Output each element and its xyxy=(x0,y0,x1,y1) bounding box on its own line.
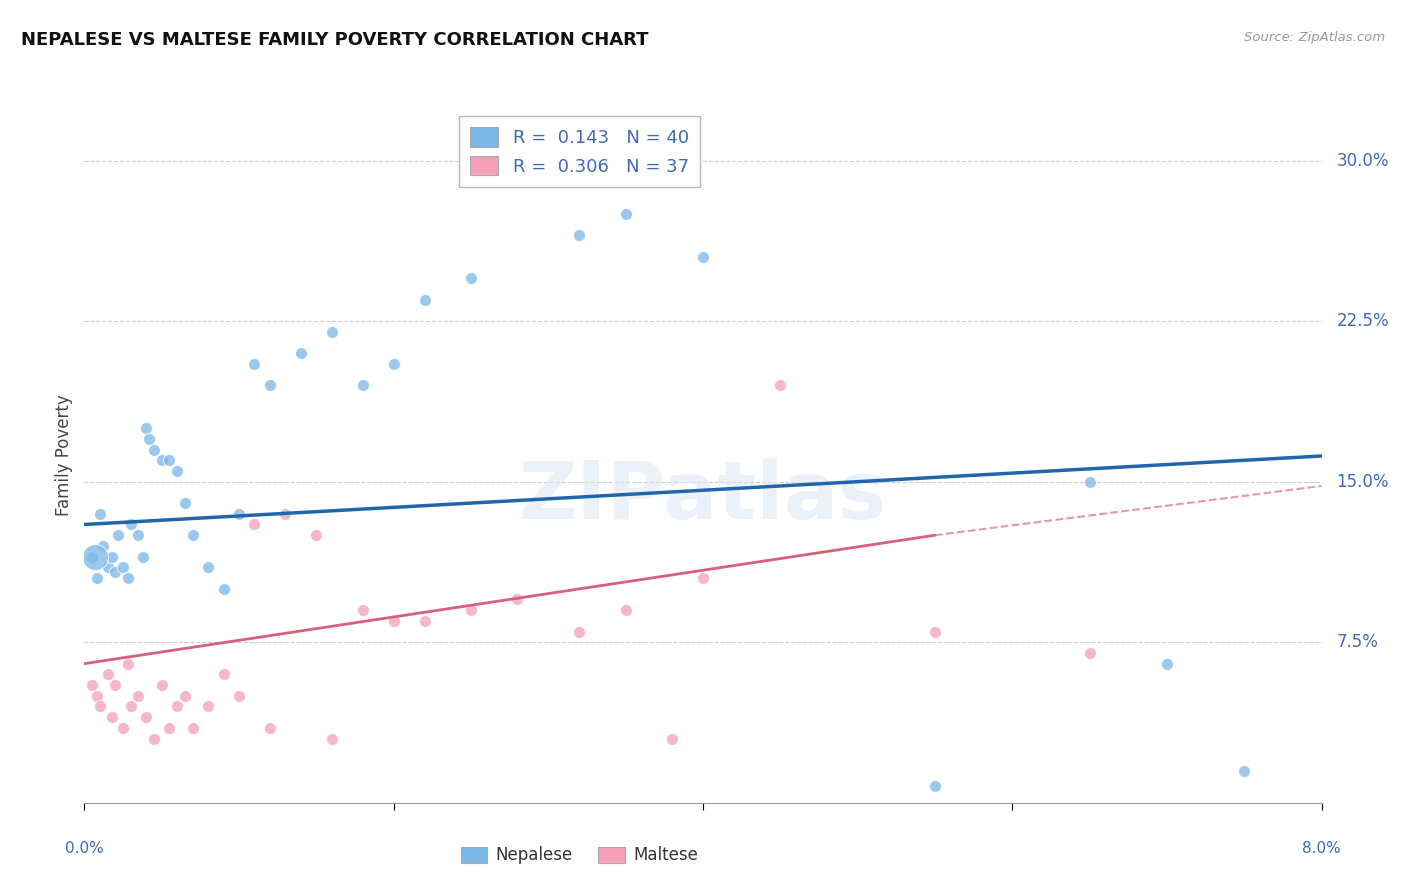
Point xyxy=(135,710,157,724)
Text: NEPALESE VS MALTESE FAMILY POVERTY CORRELATION CHART: NEPALESE VS MALTESE FAMILY POVERTY CORRE… xyxy=(21,31,648,49)
Point xyxy=(321,325,343,339)
Point xyxy=(89,507,111,521)
Point xyxy=(107,528,129,542)
Point xyxy=(352,378,374,392)
Point xyxy=(135,421,157,435)
Point xyxy=(692,250,714,264)
Point xyxy=(413,293,436,307)
Point xyxy=(174,496,197,510)
Point xyxy=(159,721,180,735)
Point xyxy=(143,731,166,746)
Point xyxy=(460,271,482,285)
Point xyxy=(661,731,683,746)
Point xyxy=(1233,764,1256,778)
Point xyxy=(382,357,405,371)
Y-axis label: Family Poverty: Family Poverty xyxy=(55,394,73,516)
Point xyxy=(138,432,160,446)
Point xyxy=(568,228,591,243)
Point xyxy=(127,528,149,542)
Point xyxy=(181,721,204,735)
Point xyxy=(166,699,188,714)
Point xyxy=(120,699,142,714)
Point xyxy=(1078,646,1101,660)
Point xyxy=(212,582,235,596)
Point xyxy=(243,357,266,371)
Point xyxy=(321,731,343,746)
Point xyxy=(924,624,946,639)
Text: 15.0%: 15.0% xyxy=(1337,473,1389,491)
Point xyxy=(120,517,142,532)
Point xyxy=(228,689,250,703)
Point xyxy=(150,678,173,692)
Text: 8.0%: 8.0% xyxy=(1302,841,1341,856)
Text: ZIPatlas: ZIPatlas xyxy=(519,458,887,536)
Point xyxy=(614,603,637,617)
Point xyxy=(413,614,436,628)
Point xyxy=(259,378,281,392)
Text: Source: ZipAtlas.com: Source: ZipAtlas.com xyxy=(1244,31,1385,45)
Point xyxy=(96,667,118,681)
Legend: Nepalese, Maltese: Nepalese, Maltese xyxy=(454,839,704,871)
Point xyxy=(352,603,374,617)
Point xyxy=(568,624,591,639)
Point xyxy=(117,571,139,585)
Point xyxy=(181,528,204,542)
Point xyxy=(159,453,180,467)
Point xyxy=(166,464,188,478)
Point xyxy=(692,571,714,585)
Point xyxy=(290,346,312,360)
Point xyxy=(104,565,127,579)
Point xyxy=(305,528,328,542)
Point xyxy=(1156,657,1178,671)
Point xyxy=(924,779,946,793)
Point xyxy=(506,175,529,189)
Point xyxy=(84,549,107,564)
Point xyxy=(132,549,155,564)
Text: 7.5%: 7.5% xyxy=(1337,633,1378,651)
Text: 22.5%: 22.5% xyxy=(1337,312,1389,330)
Point xyxy=(259,721,281,735)
Point xyxy=(614,207,637,221)
Point xyxy=(82,549,104,564)
Text: 0.0%: 0.0% xyxy=(65,841,104,856)
Point xyxy=(769,378,792,392)
Point xyxy=(174,689,197,703)
Point xyxy=(101,710,124,724)
Point xyxy=(382,614,405,628)
Point xyxy=(86,689,108,703)
Point xyxy=(197,699,219,714)
Point xyxy=(82,678,104,692)
Point xyxy=(117,657,139,671)
Point xyxy=(143,442,166,457)
Point xyxy=(127,689,149,703)
Point xyxy=(96,560,118,574)
Point xyxy=(1078,475,1101,489)
Point xyxy=(104,678,127,692)
Point xyxy=(91,539,114,553)
Point xyxy=(86,571,108,585)
Point xyxy=(243,517,266,532)
Point xyxy=(101,549,124,564)
Text: 30.0%: 30.0% xyxy=(1337,152,1389,169)
Point xyxy=(197,560,219,574)
Point xyxy=(212,667,235,681)
Point xyxy=(460,603,482,617)
Point xyxy=(506,592,529,607)
Point xyxy=(89,699,111,714)
Point xyxy=(274,507,297,521)
Point xyxy=(150,453,173,467)
Point xyxy=(112,560,135,574)
Point xyxy=(228,507,250,521)
Point xyxy=(112,721,135,735)
